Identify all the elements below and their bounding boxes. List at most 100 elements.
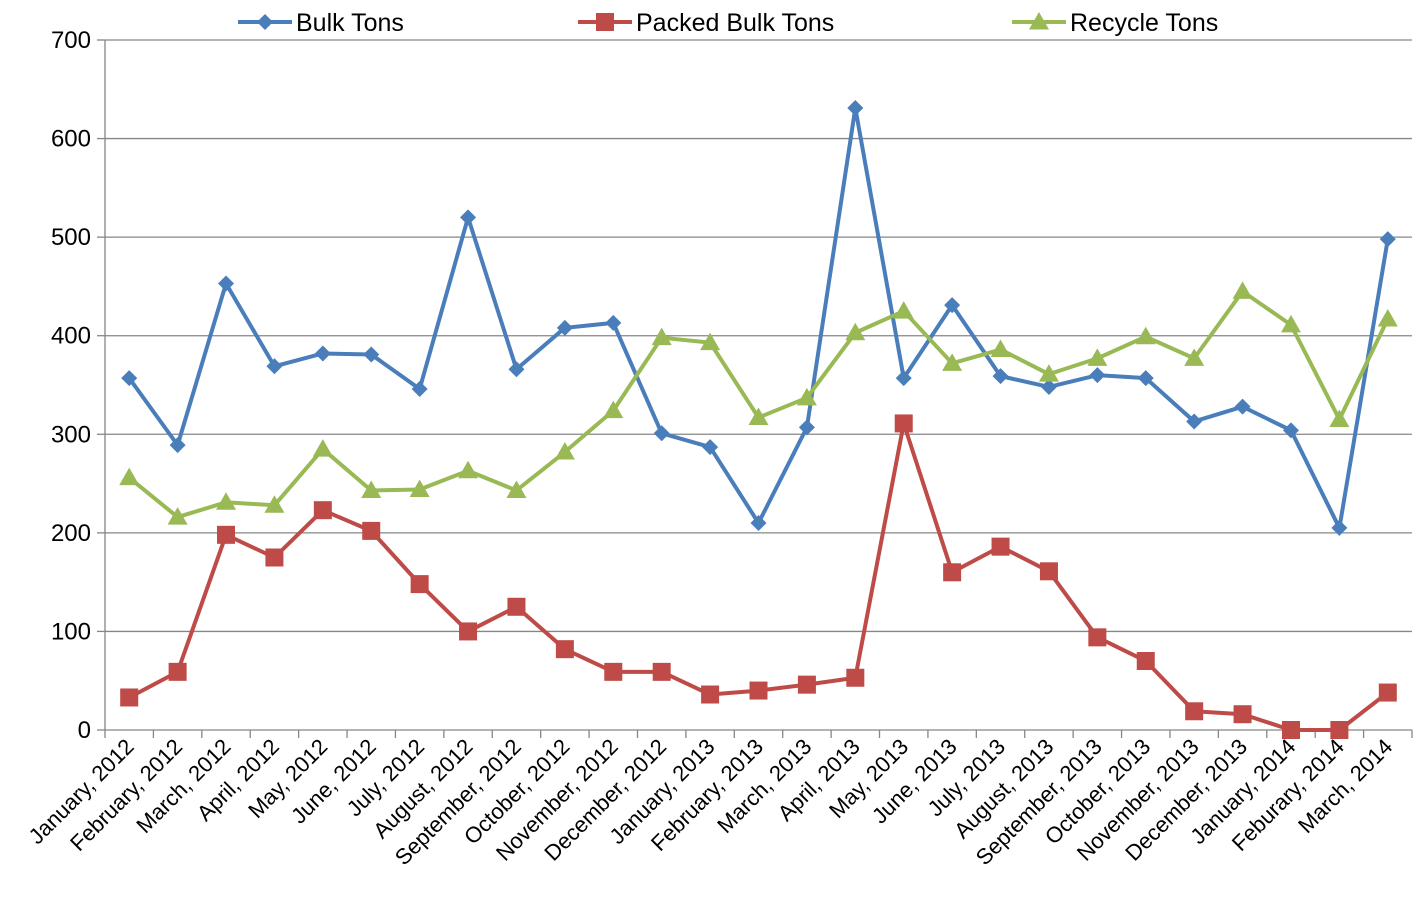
recycle-tons-point bbox=[1232, 281, 1253, 299]
bulk-tons-point bbox=[411, 380, 428, 397]
packed-bulk-tons-point bbox=[1185, 702, 1204, 721]
y-tick-label: 700 bbox=[51, 27, 91, 54]
bulk-tons-point bbox=[460, 209, 477, 226]
legend-swatch-marker bbox=[596, 13, 614, 31]
bulk-tons-point bbox=[314, 345, 331, 362]
packed-bulk-tons-point bbox=[701, 685, 720, 704]
packed-bulk-tons-point bbox=[943, 563, 962, 582]
packed-bulk-tons-point bbox=[555, 640, 574, 659]
y-tick-label: 500 bbox=[51, 224, 91, 251]
packed-bulk-tons-point bbox=[120, 688, 139, 707]
recycle-tons-point bbox=[796, 387, 817, 406]
recycle-tons-point bbox=[700, 332, 721, 351]
legend: Bulk Tons Packed Bulk Tons Recycle Tons bbox=[238, 9, 1218, 37]
bulk-tons-point bbox=[1040, 378, 1057, 395]
recycle-tons-point bbox=[216, 492, 237, 510]
bulk-tons-line bbox=[127, 106, 1390, 530]
bulk-tons-point bbox=[944, 297, 961, 314]
recycle-tons-point bbox=[603, 400, 624, 419]
packed-bulk-tons-point bbox=[1233, 705, 1252, 724]
recycle-tons-point bbox=[167, 507, 188, 525]
recycle-tons-point bbox=[119, 467, 140, 486]
recycle-tons-point bbox=[554, 442, 575, 460]
legend-swatch-marker bbox=[257, 14, 273, 30]
bulk-tons-point bbox=[508, 361, 525, 378]
series-recycle-tons bbox=[119, 281, 1398, 525]
recycle-tons-point bbox=[942, 353, 963, 371]
packed-bulk-tons-point bbox=[313, 501, 332, 520]
packed-bulk-tons-point bbox=[168, 662, 187, 681]
y-tick-label: 100 bbox=[51, 618, 91, 645]
packed-bulk-tons-point bbox=[1088, 628, 1107, 647]
recycle-tons-point bbox=[1280, 314, 1301, 333]
recycle-tons-point bbox=[264, 495, 285, 513]
packed-bulk-tons-point bbox=[265, 548, 284, 567]
recycle-tons-point bbox=[1135, 326, 1156, 345]
bulk-tons-point bbox=[363, 346, 380, 363]
recycle-tons-point bbox=[845, 322, 866, 341]
bulk-tons-point bbox=[653, 425, 670, 442]
series-layer bbox=[119, 100, 1398, 739]
packed-bulk-tons-point bbox=[604, 662, 623, 681]
recycle-tons-point bbox=[312, 439, 333, 457]
bulk-tons-point bbox=[847, 100, 864, 117]
bulk-tons-point bbox=[750, 515, 767, 531]
legend-item-bulk-tons: Bulk Tons bbox=[238, 9, 404, 37]
y-tick-label: 600 bbox=[51, 126, 91, 153]
recycle-tons-point bbox=[1038, 364, 1059, 382]
recycle-tons-point bbox=[409, 479, 430, 497]
recycle-tons-point bbox=[893, 301, 914, 319]
y-tick-label: 0 bbox=[78, 717, 91, 744]
bulk-tons-point bbox=[1186, 413, 1203, 430]
legend-label: Packed Bulk Tons bbox=[636, 9, 834, 37]
packed-bulk-tons-point bbox=[749, 681, 768, 700]
packed-bulk-tons-point bbox=[1281, 721, 1300, 739]
legend-swatch-marker bbox=[1029, 12, 1049, 30]
packed-bulk-tons-point bbox=[459, 622, 478, 641]
bulk-tons-point bbox=[1234, 398, 1251, 415]
bulk-tons-point bbox=[1282, 422, 1299, 439]
packed-bulk-tons-point bbox=[410, 575, 429, 594]
recycle-tons-point bbox=[458, 460, 479, 479]
gridlines bbox=[105, 39, 1412, 633]
y-axis: 0 100 200 300 400 500 600 700 bbox=[51, 27, 106, 744]
bulk-tons-point bbox=[1331, 519, 1348, 536]
recycle-tons-point bbox=[651, 327, 672, 346]
bulk-tons-point bbox=[266, 358, 283, 375]
legend-item-packed-bulk-tons: Packed Bulk Tons bbox=[578, 9, 834, 37]
packed-bulk-tons-point bbox=[894, 414, 913, 433]
y-tick-label: 200 bbox=[51, 520, 91, 547]
bulk-tons-point bbox=[1089, 367, 1106, 384]
recycle-tons-line bbox=[127, 289, 1390, 520]
bulk-tons-point bbox=[895, 370, 912, 387]
packed-bulk-tons-point bbox=[797, 675, 816, 694]
bulk-tons-point bbox=[1137, 370, 1154, 387]
packed-bulk-tons-point bbox=[1039, 562, 1058, 581]
bulk-tons-point bbox=[121, 370, 138, 387]
packed-bulk-tons-point bbox=[991, 537, 1010, 556]
packed-bulk-tons-point bbox=[1136, 652, 1155, 670]
packed-bulk-tons-point bbox=[507, 597, 526, 616]
recycle-tons-point bbox=[748, 407, 769, 426]
packed-bulk-tons-point bbox=[362, 521, 381, 540]
legend-label: Bulk Tons bbox=[296, 9, 404, 37]
packed-bulk-tons-point bbox=[1378, 683, 1397, 702]
packed-bulk-tons-point bbox=[846, 668, 865, 687]
bulk-tons-point bbox=[218, 275, 235, 292]
recycle-tons-point bbox=[506, 480, 527, 498]
recycle-tons-point bbox=[1087, 348, 1108, 366]
recycle-tons-point bbox=[1184, 348, 1205, 366]
packed-bulk-tons-point bbox=[217, 525, 236, 544]
recycle-tons-point bbox=[990, 339, 1011, 358]
bulk-tons-point bbox=[169, 437, 186, 454]
bulk-tons-point bbox=[605, 314, 622, 331]
recycle-tons-point bbox=[1377, 308, 1398, 327]
bulk-tons-point bbox=[1379, 231, 1396, 248]
legend-label: Recycle Tons bbox=[1070, 9, 1218, 37]
packed-bulk-tons-point bbox=[652, 662, 671, 681]
legend-item-recycle-tons: Recycle Tons bbox=[1012, 9, 1218, 37]
series-bulk-tons bbox=[121, 100, 1396, 536]
recycle-tons-point bbox=[361, 480, 382, 498]
